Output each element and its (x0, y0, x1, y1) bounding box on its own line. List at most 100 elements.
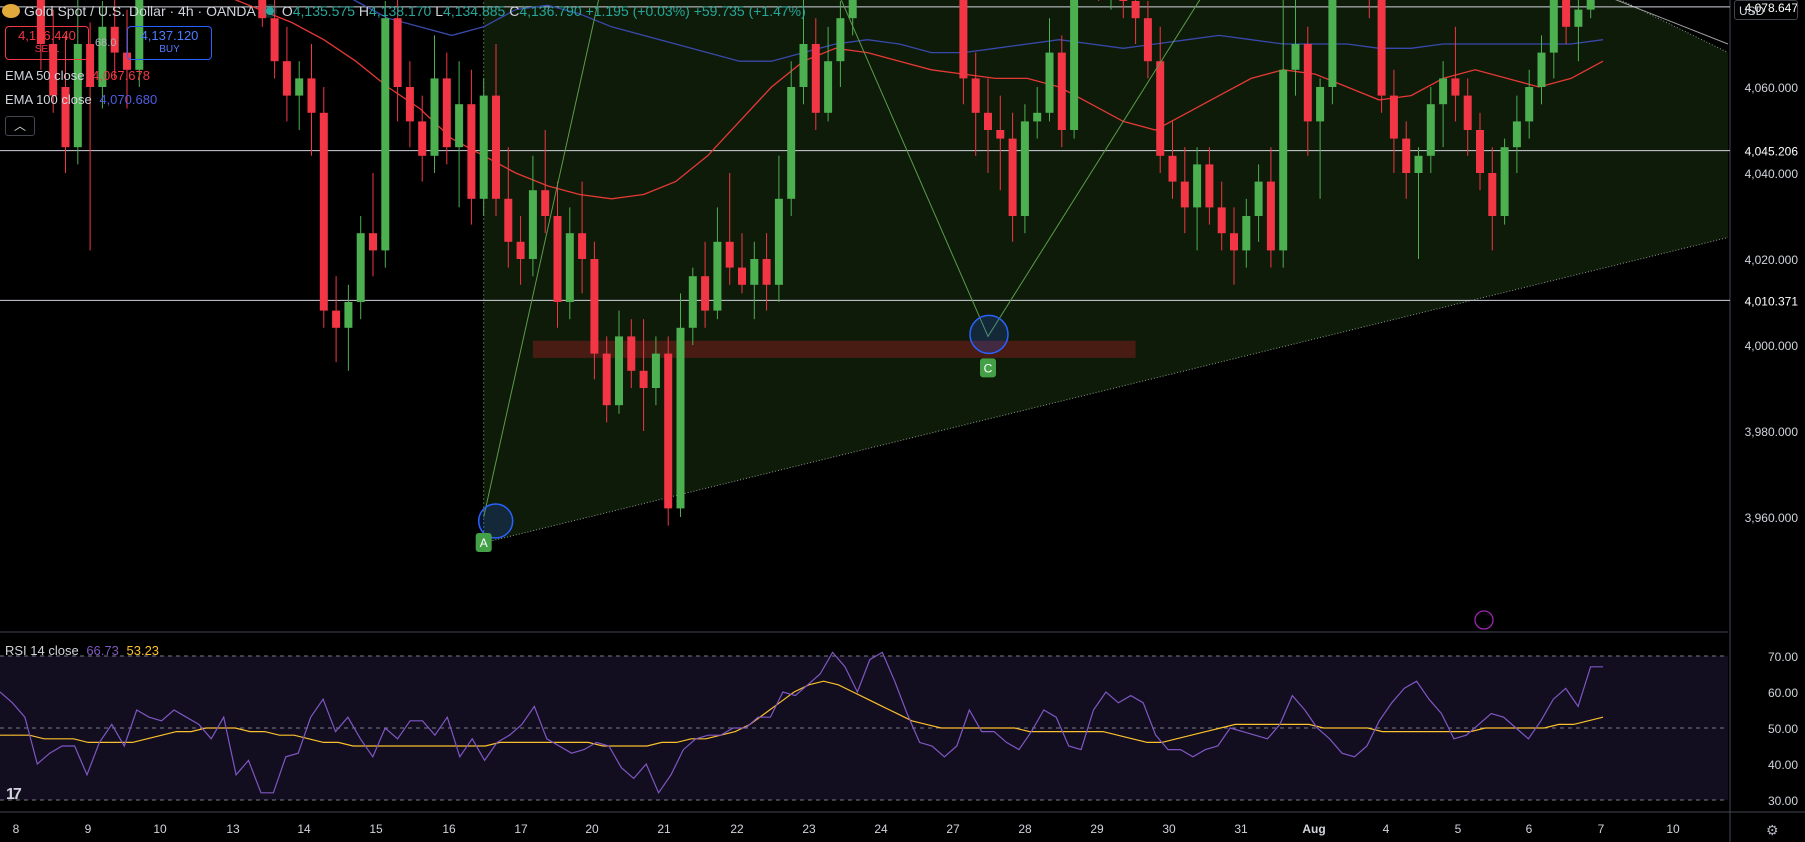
candle-body (282, 61, 291, 96)
candle-body (1463, 95, 1472, 130)
candle-body (541, 190, 550, 216)
candle-body (971, 78, 980, 113)
pattern-label-text: C (984, 361, 993, 375)
support-zone (532, 340, 1136, 358)
candle-84 (1033, 87, 1042, 139)
candle-body (565, 233, 574, 302)
candle-body (467, 104, 476, 199)
candle-9 (110, 0, 119, 79)
point-a-marker (477, 503, 514, 539)
candle-124 (1525, 69, 1534, 139)
candle-98 (1205, 147, 1214, 225)
sell-button[interactable]: 4,136.440 SELL (5, 26, 89, 60)
candle-51 (627, 319, 636, 388)
rsi-legend[interactable]: RSI 14 close 66.73 53.23 (5, 643, 159, 658)
candle-body (1143, 18, 1152, 62)
candle-body (1045, 52, 1054, 113)
candle-112 (1377, 0, 1386, 113)
candle-120 (1476, 112, 1484, 191)
candle-117 (1439, 61, 1448, 148)
time-tick-label: 14 (297, 822, 311, 836)
time-tick-label: 10 (1666, 822, 1680, 836)
candle-body (725, 241, 734, 268)
candle-body (1439, 78, 1448, 105)
pattern-label-a: A (475, 533, 492, 552)
ema50-legend[interactable]: EMA 50 close 4,067.678 (5, 68, 150, 83)
candle-42 (516, 216, 525, 285)
tradingview-logo-icon: 17 (6, 786, 22, 803)
level-label: 4,078.647 (1745, 1, 1799, 15)
candle-5 (61, 35, 70, 173)
candle-22 (270, 0, 279, 79)
currency-selector[interactable]: USD (1734, 0, 1798, 20)
candle-body (701, 276, 710, 311)
candle-body (1168, 155, 1177, 182)
candle-body (1328, 0, 1337, 87)
candle-body (381, 18, 390, 251)
candle-78 (959, 0, 968, 105)
candle-body (516, 241, 525, 259)
time-tick-label: 31 (1234, 822, 1248, 836)
level-label-bg (1731, 0, 1805, 15)
candle-53 (651, 336, 660, 406)
buy-button[interactable]: 4,137.120 BUY (127, 26, 212, 60)
candle-28 (344, 284, 353, 371)
candle-96 (1180, 147, 1189, 234)
candle-36 (442, 52, 451, 165)
candle-body (1205, 164, 1214, 208)
candle-103 (1266, 147, 1275, 268)
candle-6 (73, 0, 82, 165)
level-label: 4,010.371 (1745, 294, 1799, 308)
candle-body (1537, 52, 1546, 87)
candle-body (1057, 52, 1066, 130)
time-tick-label: Aug (1302, 822, 1325, 836)
candle-83 (1020, 104, 1029, 234)
ohlc-low: 4,134.885 (443, 3, 506, 19)
candle-11 (135, 0, 144, 87)
candle-body (369, 233, 377, 251)
candle-113 (1389, 69, 1398, 173)
rsi-tick-label: 30.00 (1768, 794, 1798, 808)
candle-59 (725, 173, 734, 285)
candle-97 (1193, 147, 1202, 251)
candle-91 (1119, 0, 1128, 19)
candle-body (295, 78, 304, 96)
candle-46 (565, 207, 574, 320)
sell-label: SELL (34, 44, 60, 55)
time-tick-label: 24 (874, 822, 888, 836)
candle-67 (824, 26, 833, 122)
candle-30 (369, 173, 377, 277)
candle-31 (381, 1, 390, 268)
collapse-legend-button[interactable]: ︿ (5, 116, 35, 136)
candle-65 (799, 0, 808, 105)
price-tick-label: 3,980.000 (1745, 425, 1799, 439)
candle-45 (553, 181, 562, 328)
candle-102 (1254, 164, 1263, 242)
candle-body (1193, 164, 1202, 208)
candle-32 (393, 0, 402, 122)
price-tick-label: 4,060.000 (1745, 81, 1799, 95)
candle-body (356, 233, 365, 302)
rsi-ma-value: 53.23 (126, 643, 160, 658)
candle-body (688, 276, 697, 328)
pattern-label-text: A (480, 536, 488, 550)
gear-icon[interactable]: ⚙ (1766, 822, 1779, 838)
candle-body (713, 241, 722, 311)
candle-48 (590, 241, 599, 380)
candle-123 (1512, 95, 1521, 173)
candle-58 (713, 207, 722, 320)
candle-body (738, 267, 746, 285)
time-tick-label: 4 (1383, 822, 1390, 836)
candle-25 (307, 44, 316, 156)
time-tick-label: 8 (13, 822, 20, 836)
price-tick-label: 4,040.000 (1745, 167, 1799, 181)
candle-body (774, 198, 783, 285)
symbol-title[interactable]: Gold Spot / U.S. Dollar · 4h · OANDA (24, 3, 256, 19)
candle-82 (1008, 112, 1017, 242)
candle-61 (750, 241, 759, 320)
candle-body (49, 44, 58, 96)
ohlc-open: 4,135.575 (292, 3, 356, 19)
pattern-label-c: C (980, 358, 996, 378)
ema100-legend[interactable]: EMA 100 close 4,070.680 (5, 92, 157, 107)
